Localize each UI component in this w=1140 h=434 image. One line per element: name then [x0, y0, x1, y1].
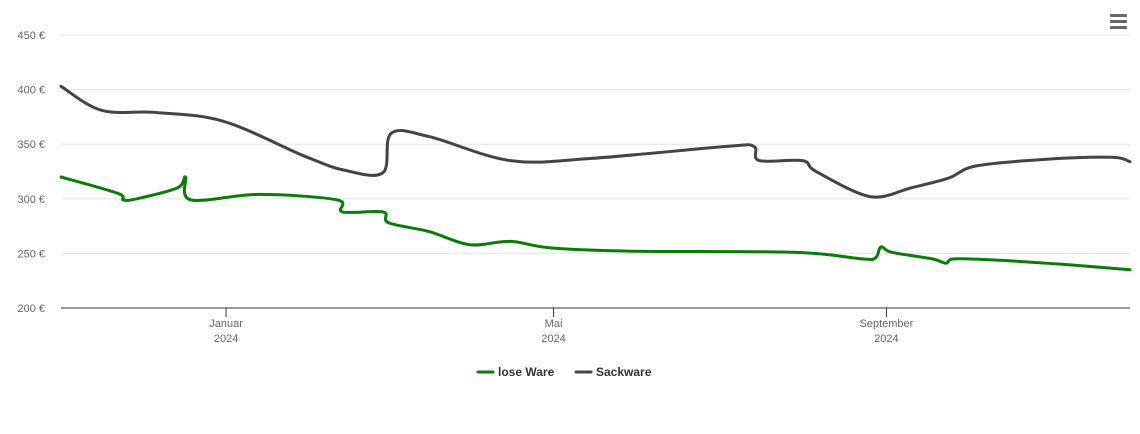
x-axis: Januar 2024 Mai 2024 September 2024 [61, 307, 1130, 345]
x-tick-label-year: 2024 [874, 333, 898, 345]
y-tick-label: 450 € [17, 30, 45, 42]
series-line-sackware[interactable] [59, 84, 1132, 199]
y-tick-label: 350 € [17, 139, 45, 151]
legend-label: Sackware [596, 365, 652, 379]
y-tick-label: 200 € [17, 303, 45, 315]
legend[interactable]: lose Ware Sackware [476, 365, 652, 379]
x-tick-label-month: Mai [545, 318, 563, 330]
x-tick-label-month: Januar [209, 318, 243, 330]
legend-label: lose Ware [498, 365, 555, 379]
y-tick-label: 250 € [17, 248, 45, 260]
chart-menu-button[interactable] [1110, 14, 1127, 29]
y-axis: 200 € 250 € 300 € 350 € 400 € 450 € [17, 30, 45, 315]
legend-item[interactable]: lose Ware [476, 365, 555, 379]
series-line-lose-ware[interactable] [59, 175, 1132, 272]
grid-lines [61, 34, 1130, 254]
y-tick-label: 300 € [17, 194, 45, 206]
legend-item[interactable]: Sackware [574, 365, 652, 379]
x-tick-label-month: September [860, 318, 914, 330]
hamburger-menu-icon[interactable] [1110, 14, 1127, 29]
y-tick-label: 400 € [17, 85, 45, 97]
series-lines [59, 84, 1132, 272]
x-tick-label-year: 2024 [214, 333, 238, 345]
x-tick-label-year: 2024 [541, 333, 565, 345]
